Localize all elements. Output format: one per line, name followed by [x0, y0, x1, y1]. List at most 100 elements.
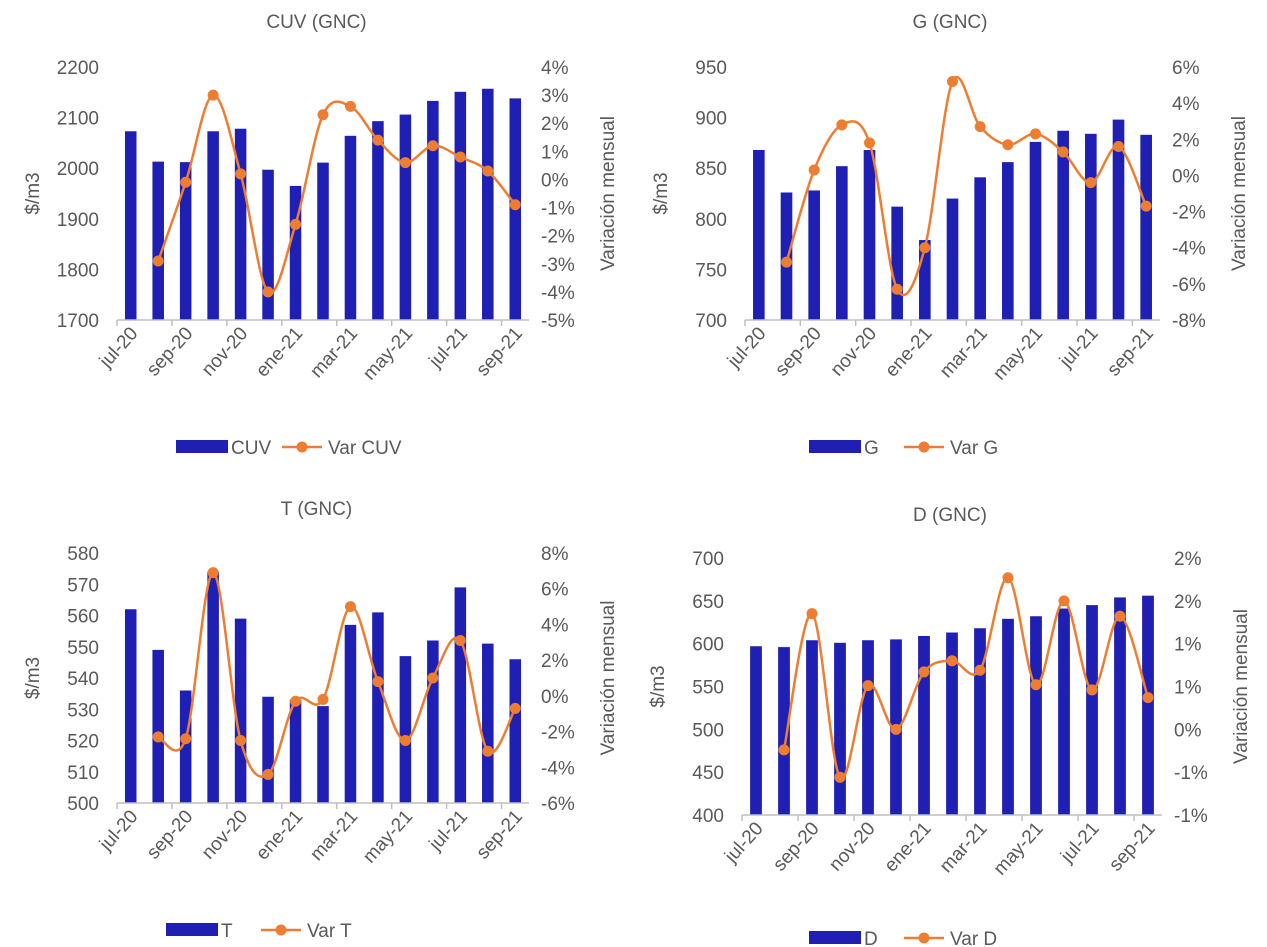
bar	[863, 149, 876, 320]
bar	[262, 169, 274, 320]
y-tick-label: 750	[695, 260, 727, 281]
y-tick-label: 500	[67, 794, 99, 815]
line-point	[399, 157, 411, 169]
y2-tick-label: 2%	[541, 651, 569, 672]
y2-axis-title: Variación mensual	[598, 601, 619, 756]
bar	[124, 131, 137, 320]
x-tick-label: mar-21	[306, 323, 362, 382]
y2-tick-label: 0%	[1172, 166, 1200, 187]
line-point	[864, 137, 875, 149]
line-point	[482, 165, 494, 177]
y2-axis-title: Variación mensual	[1231, 609, 1252, 764]
y-tick-label: 2100	[57, 109, 99, 130]
y-tick-label: 700	[695, 311, 727, 332]
y2-tick-label: -1%	[1174, 806, 1208, 827]
y-tick-label: 550	[692, 678, 724, 699]
line-point	[454, 635, 466, 646]
y2-tick-label: -3%	[541, 255, 575, 276]
bar	[1029, 141, 1042, 320]
line-point	[427, 140, 439, 152]
x-tick-label: sep-21	[472, 323, 526, 380]
chart-title: T (GNC)	[281, 499, 352, 520]
y2-tick-label: 4%	[1172, 94, 1200, 115]
y-tick-label: 650	[692, 592, 724, 613]
bar	[399, 656, 412, 803]
legend-bar-swatch	[176, 440, 228, 453]
line-point	[262, 286, 274, 298]
x-tick-label: jul-21	[425, 323, 472, 372]
bar	[179, 690, 192, 803]
bar	[344, 624, 357, 803]
y2-tick-label: -6%	[541, 794, 575, 815]
line-point	[152, 731, 164, 743]
y-tick-label: 570	[67, 575, 99, 596]
line-point	[180, 733, 192, 745]
bar	[1086, 605, 1098, 815]
x-tick-label: ene-21	[881, 818, 936, 876]
y-tick-label: 2000	[57, 159, 99, 180]
line-point	[454, 151, 466, 163]
x-tick-label: sep-20	[143, 806, 197, 863]
y-tick-label: 510	[67, 763, 99, 784]
legend-marker	[275, 924, 287, 936]
y2-tick-label: -5%	[541, 311, 575, 332]
y2-tick-label: -1%	[541, 199, 575, 220]
legend-bar-swatch	[809, 931, 861, 944]
line-point	[344, 601, 356, 613]
line-point	[946, 655, 958, 667]
chart-title: G (GNC)	[913, 12, 988, 33]
bar	[862, 640, 874, 815]
y2-tick-label: 0%	[1174, 720, 1202, 741]
line-point	[947, 75, 958, 87]
bar	[289, 699, 302, 803]
y2-tick-label: 4%	[541, 615, 569, 636]
x-tick-label: may-21	[989, 323, 1047, 384]
x-tick-label: may-21	[359, 806, 417, 867]
y-tick-label: 450	[692, 763, 724, 784]
y-axis-title: $/m3	[23, 172, 44, 214]
bar	[152, 649, 164, 803]
bar	[919, 240, 931, 320]
x-tick-label: may-21	[990, 818, 1048, 879]
line-point	[808, 164, 820, 176]
legend: D Var D	[809, 929, 997, 947]
x-tick-label: ene-21	[252, 323, 307, 381]
bar	[974, 177, 986, 320]
bar	[974, 628, 986, 815]
line-point	[1142, 692, 1154, 704]
x-tick-label: sep-20	[769, 818, 823, 875]
bar	[317, 162, 329, 320]
y-tick-label: 850	[695, 159, 727, 180]
line-point	[806, 608, 818, 620]
chart-title: D (GNC)	[913, 505, 987, 526]
legend: T Var T	[166, 921, 352, 942]
x-tick-label: mar-21	[306, 806, 362, 865]
legend-label: Var CUV	[328, 438, 402, 459]
line-point	[919, 242, 931, 254]
bar	[234, 618, 247, 803]
bar	[1142, 595, 1154, 815]
bar	[399, 114, 412, 321]
y2-tick-label: -4%	[541, 283, 575, 304]
chart-2: G (GNC) 700 750 800 850 900 950 -8% -6% -4% -2% 0% 2…	[651, 12, 1250, 459]
x-tick-label: jul-20	[95, 806, 142, 855]
legend-bar-swatch	[166, 923, 218, 936]
y2-tick-label: 8%	[541, 544, 569, 565]
line-point	[778, 744, 790, 756]
bar	[234, 128, 247, 320]
y-tick-label: 400	[692, 806, 724, 827]
y2-tick-label: -1%	[1174, 763, 1208, 784]
y2-tick-label: 1%	[541, 142, 569, 163]
chart-4: D (GNC) 400 450 500 550 600 650 700 -1% -1% 0% 1% 1%…	[648, 505, 1252, 947]
bar	[808, 190, 820, 320]
x-tick-label: sep-20	[771, 323, 825, 380]
line-point	[862, 680, 874, 692]
legend-label: Var T	[307, 921, 352, 942]
line-point	[509, 199, 521, 211]
line-point	[262, 768, 274, 780]
x-tick-label: ene-21	[881, 323, 936, 381]
bar	[1085, 133, 1097, 320]
line-point	[290, 218, 302, 230]
y2-tick-label: 4%	[541, 58, 569, 79]
